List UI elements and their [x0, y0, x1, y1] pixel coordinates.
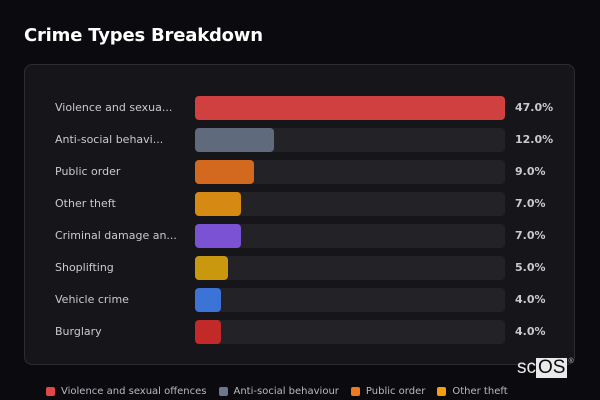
- bar: [195, 224, 242, 248]
- legend-item[interactable]: Anti-social behaviour: [218, 386, 339, 397]
- legend-swatch-icon: [218, 387, 228, 396]
- legend-label: Public order: [365, 386, 426, 397]
- bar: [195, 96, 505, 120]
- bar-track: [195, 320, 505, 344]
- legend-item[interactable]: Public order: [350, 386, 426, 397]
- bar-value: 4.0%: [515, 293, 546, 306]
- bar-row[interactable]: Public order 9.0%: [25, 160, 574, 184]
- bar-value: 47.0%: [515, 101, 554, 114]
- bar: [195, 288, 222, 312]
- legend-swatch-icon: [46, 387, 55, 396]
- bar-value: 7.0%: [515, 229, 546, 242]
- bar-track: [195, 192, 505, 216]
- bar-label: Violence and sexua...: [55, 101, 173, 114]
- bar-value: 7.0%: [515, 197, 546, 210]
- legend-swatch-icon: [437, 387, 447, 396]
- bar: [195, 128, 275, 152]
- bar-value: 9.0%: [515, 165, 546, 178]
- bar-track: [195, 128, 505, 152]
- scos-logo: sc OS ®: [517, 357, 574, 378]
- bar-row[interactable]: Vehicle crime 4.0%: [25, 288, 574, 312]
- logo-prefix: sc: [517, 357, 536, 378]
- bar: [195, 256, 228, 280]
- bar-value: 12.0%: [515, 133, 554, 146]
- legend-item[interactable]: Other theft: [437, 386, 508, 397]
- bar-track: [195, 160, 505, 184]
- logo-boxed: OS: [536, 357, 568, 378]
- legend-label: Other theft: [452, 386, 508, 397]
- bar-label: Anti-social behavi...: [55, 133, 164, 146]
- bar-track: [195, 288, 505, 312]
- bar-row[interactable]: Other theft 7.0%: [25, 192, 574, 216]
- bar-label: Other theft: [55, 197, 116, 210]
- bar-label: Criminal damage an...: [55, 229, 177, 242]
- bar: [195, 160, 255, 184]
- legend-label: Anti-social behaviour: [233, 386, 339, 397]
- bar-track: [195, 224, 505, 248]
- bar-label: Burglary: [55, 325, 102, 338]
- chart-title: Crime Types Breakdown: [24, 25, 263, 46]
- bar-row[interactable]: Criminal damage an... 7.0%: [25, 224, 574, 248]
- bar-value: 5.0%: [515, 261, 546, 274]
- bar-track: [195, 96, 505, 120]
- chart-panel: Violence and sexua... 47.0% Anti-social …: [24, 64, 575, 365]
- bar-row[interactable]: Violence and sexua... 47.0%: [25, 96, 574, 120]
- legend-swatch-icon: [350, 387, 360, 396]
- bar-row[interactable]: Shoplifting 5.0%: [25, 256, 574, 280]
- registered-icon: ®: [568, 358, 574, 365]
- bar: [195, 320, 222, 344]
- chart-legend: Violence and sexual offences Anti-social…: [46, 386, 508, 397]
- legend-label: Violence and sexual offences: [61, 386, 207, 397]
- bar-row[interactable]: Anti-social behavi... 12.0%: [25, 128, 574, 152]
- bar: [195, 192, 242, 216]
- bar-track: [195, 256, 505, 280]
- bar-row[interactable]: Burglary 4.0%: [25, 320, 574, 344]
- bar-label: Vehicle crime: [55, 293, 129, 306]
- legend-item[interactable]: Violence and sexual offences: [46, 386, 207, 397]
- bar-value: 4.0%: [515, 325, 546, 338]
- bar-label: Public order: [55, 165, 121, 178]
- bar-label: Shoplifting: [55, 261, 114, 274]
